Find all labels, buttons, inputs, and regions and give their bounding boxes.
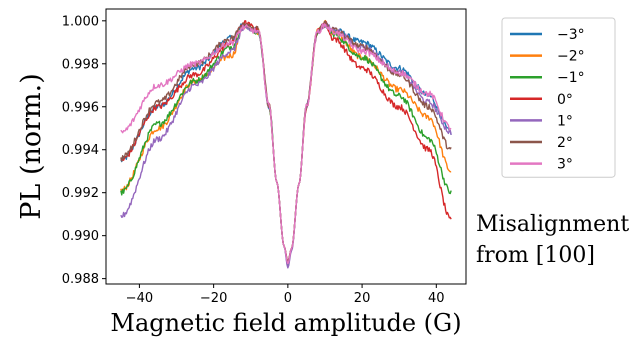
y-tick-label-6: 1.000 bbox=[62, 14, 99, 29]
x-axis-ticks: −40 −20 0 20 40 bbox=[126, 284, 445, 306]
y-tick-label-1: 0.990 bbox=[62, 229, 99, 244]
y-tick-label-3: 0.994 bbox=[62, 143, 99, 158]
series-line-4 bbox=[120, 22, 452, 269]
legend-box bbox=[501, 17, 616, 178]
legend-label-6: 3° bbox=[557, 157, 573, 173]
x-tick-label-2: 0 bbox=[284, 291, 292, 306]
legend-note-line-2: from [100] bbox=[476, 243, 595, 268]
legend: −3° −2° −1° 0° 1° 2° 3° bbox=[501, 17, 616, 178]
x-tick-label-1: −20 bbox=[200, 291, 227, 306]
y-axis-label: PL (norm.) bbox=[16, 73, 47, 219]
legend-label-2: −1° bbox=[557, 70, 585, 86]
series-line-3 bbox=[120, 20, 452, 263]
plot-frame bbox=[105, 8, 467, 285]
y-tick-label-5: 0.998 bbox=[62, 57, 99, 72]
x-axis-label: Magnetic field amplitude (G) bbox=[110, 309, 461, 337]
y-tick-label-4: 0.996 bbox=[62, 100, 99, 115]
y-tick-label-0: 0.988 bbox=[62, 272, 99, 287]
series-layer bbox=[120, 19, 452, 269]
legend-label-1: −2° bbox=[557, 49, 585, 65]
x-tick-label-3: 20 bbox=[354, 291, 371, 306]
x-tick-label-0: −40 bbox=[126, 291, 153, 306]
y-axis-ticks: 0.988 0.990 0.992 0.994 0.996 0.998 1.000 bbox=[62, 14, 106, 287]
series-line-2 bbox=[120, 22, 452, 265]
series-line-0 bbox=[120, 23, 452, 267]
y-tick-label-2: 0.992 bbox=[62, 186, 99, 201]
plot-area: −40 −20 0 20 40 0.9880.9900.9920.9940.9960.9… bbox=[62, 8, 467, 306]
legend-note-line-1: Misalignment bbox=[476, 212, 629, 237]
legend-label-4: 1° bbox=[557, 113, 573, 129]
series-line-5 bbox=[120, 20, 452, 263]
series-line-1 bbox=[120, 19, 452, 265]
legend-label-0: −3° bbox=[557, 27, 585, 43]
series-line-6 bbox=[120, 22, 452, 265]
legend-label-5: 2° bbox=[557, 135, 573, 151]
x-tick-label-4: 40 bbox=[428, 291, 445, 306]
legend-label-3: 0° bbox=[557, 92, 573, 108]
legend-items: −3° −2° −1° 0° 1° 2° 3° bbox=[510, 27, 585, 173]
